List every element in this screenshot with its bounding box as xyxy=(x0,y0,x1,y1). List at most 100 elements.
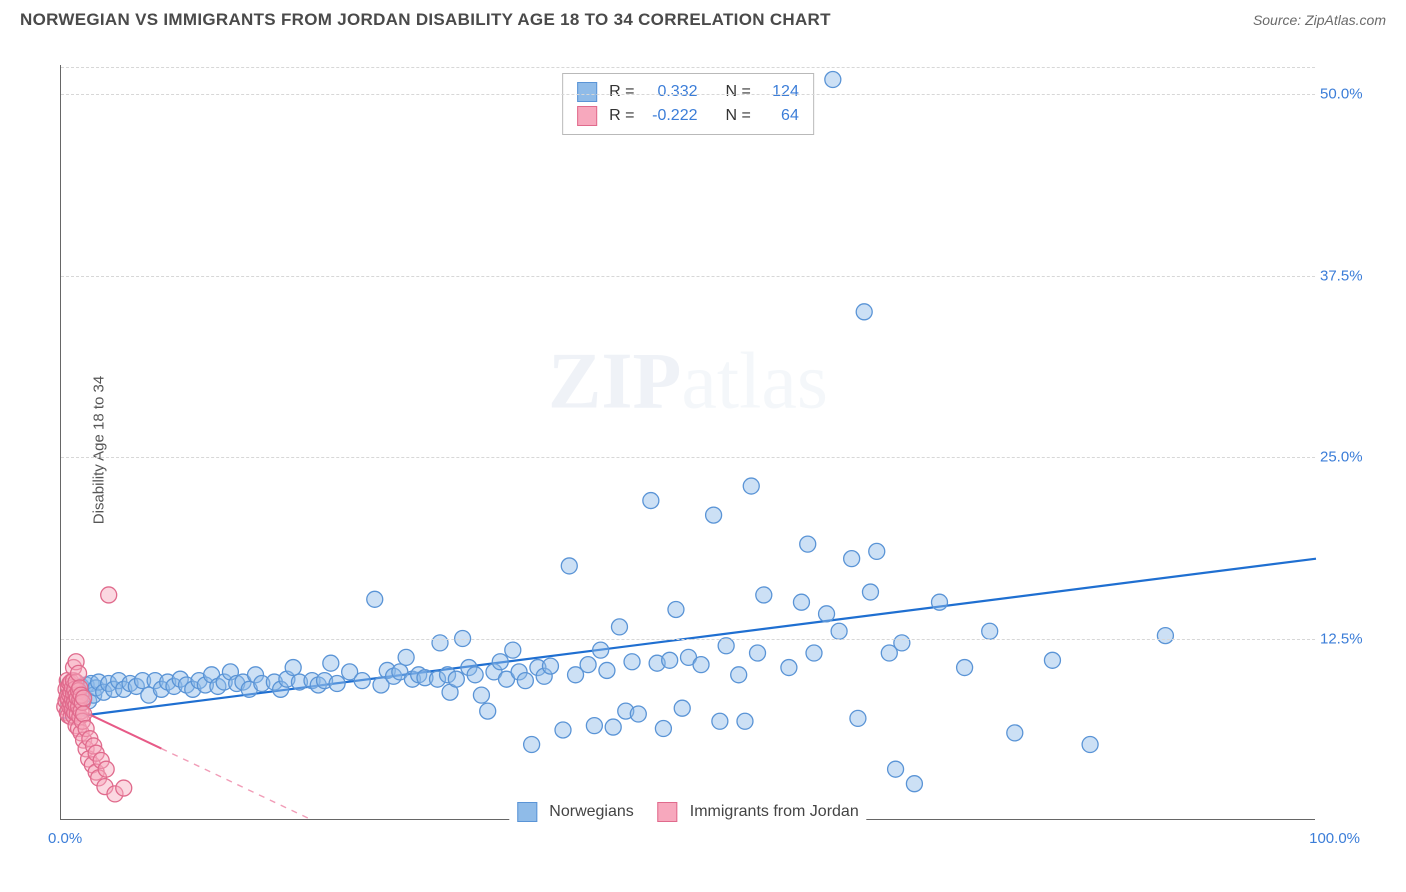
data-point xyxy=(1157,628,1173,644)
stats-row: R = 0.332 N = 124 xyxy=(577,80,799,104)
data-point xyxy=(492,654,508,670)
data-point xyxy=(706,507,722,523)
data-point xyxy=(781,660,797,676)
data-point xyxy=(869,543,885,559)
data-point xyxy=(98,761,114,777)
plot-area: ZIPatlas R =0.332N =124R =-0.222N =64 No… xyxy=(60,65,1315,820)
data-point xyxy=(693,657,709,673)
data-point xyxy=(329,676,345,692)
y-tick-label: 25.0% xyxy=(1320,449,1375,466)
data-point xyxy=(398,649,414,665)
y-tick-label: 37.5% xyxy=(1320,267,1375,284)
legend-item: Norwegians xyxy=(517,802,633,822)
data-point xyxy=(932,594,948,610)
y-tick-label: 50.0% xyxy=(1320,86,1375,103)
data-point xyxy=(517,673,533,689)
gridline xyxy=(61,67,1315,68)
data-point xyxy=(448,671,464,687)
data-point xyxy=(593,642,609,658)
data-point xyxy=(862,584,878,600)
data-point xyxy=(580,657,596,673)
data-point xyxy=(116,780,132,796)
data-point xyxy=(825,72,841,88)
data-point xyxy=(1082,737,1098,753)
data-point xyxy=(793,594,809,610)
data-point xyxy=(800,536,816,552)
stats-legend-box: R = 0.332 N = 124 R = -0.222 N = 64 xyxy=(562,73,814,135)
gridline xyxy=(61,639,1315,640)
data-point xyxy=(750,645,766,661)
data-point xyxy=(906,776,922,792)
data-point xyxy=(101,587,117,603)
legend-swatch xyxy=(658,802,678,822)
data-point xyxy=(76,706,92,722)
data-point xyxy=(743,478,759,494)
n-label: N = xyxy=(726,104,751,128)
data-point xyxy=(668,601,684,617)
plot-svg xyxy=(61,65,1315,819)
data-point xyxy=(888,761,904,777)
data-point xyxy=(1044,652,1060,668)
data-point xyxy=(555,722,571,738)
data-point xyxy=(655,721,671,737)
data-point xyxy=(630,706,646,722)
data-point xyxy=(831,623,847,639)
data-point xyxy=(674,700,690,716)
data-point xyxy=(542,658,558,674)
y-tick-label: 12.5% xyxy=(1320,630,1375,647)
data-point xyxy=(756,587,772,603)
data-point xyxy=(737,713,753,729)
data-point xyxy=(605,719,621,735)
data-point xyxy=(662,652,678,668)
source-attribution: Source: ZipAtlas.com xyxy=(1253,12,1386,28)
data-point xyxy=(611,619,627,635)
data-point xyxy=(819,606,835,622)
data-point xyxy=(599,662,615,678)
stats-row: R = -0.222 N = 64 xyxy=(577,104,799,128)
legend-swatch xyxy=(577,106,597,126)
data-point xyxy=(354,673,370,689)
r-value: -0.222 xyxy=(643,104,698,128)
data-point xyxy=(718,638,734,654)
title-bar: NORWEGIAN VS IMMIGRANTS FROM JORDAN DISA… xyxy=(0,0,1406,30)
data-point xyxy=(76,690,92,706)
data-point xyxy=(71,665,87,681)
legend-swatch xyxy=(517,802,537,822)
data-point xyxy=(957,660,973,676)
data-point xyxy=(844,551,860,567)
legend-item: Immigrants from Jordan xyxy=(658,802,859,822)
x-tick-max: 100.0% xyxy=(1309,830,1360,847)
gridline xyxy=(61,457,1315,458)
data-point xyxy=(524,737,540,753)
data-point xyxy=(473,687,489,703)
trendline-dashed xyxy=(161,749,312,820)
r-value: 0.332 xyxy=(643,80,698,104)
r-label: R = xyxy=(609,104,634,128)
bottom-legend: Norwegians Immigrants from Jordan xyxy=(509,802,866,822)
legend-label: Immigrants from Jordan xyxy=(690,803,859,821)
data-point xyxy=(1007,725,1023,741)
n-value: 64 xyxy=(759,104,799,128)
data-point xyxy=(467,667,483,683)
data-point xyxy=(480,703,496,719)
legend-swatch xyxy=(577,82,597,102)
legend-label: Norwegians xyxy=(549,803,633,821)
r-label: R = xyxy=(609,80,634,104)
data-point xyxy=(432,635,448,651)
data-point xyxy=(505,642,521,658)
data-point xyxy=(323,655,339,671)
data-point xyxy=(850,710,866,726)
data-point xyxy=(894,635,910,651)
data-point xyxy=(285,660,301,676)
data-point xyxy=(806,645,822,661)
gridline xyxy=(61,94,1315,95)
data-point xyxy=(367,591,383,607)
data-point xyxy=(624,654,640,670)
data-point xyxy=(712,713,728,729)
data-point xyxy=(731,667,747,683)
n-value: 124 xyxy=(759,80,799,104)
data-point xyxy=(982,623,998,639)
data-point xyxy=(561,558,577,574)
n-label: N = xyxy=(726,80,751,104)
chart-title: NORWEGIAN VS IMMIGRANTS FROM JORDAN DISA… xyxy=(20,10,831,30)
